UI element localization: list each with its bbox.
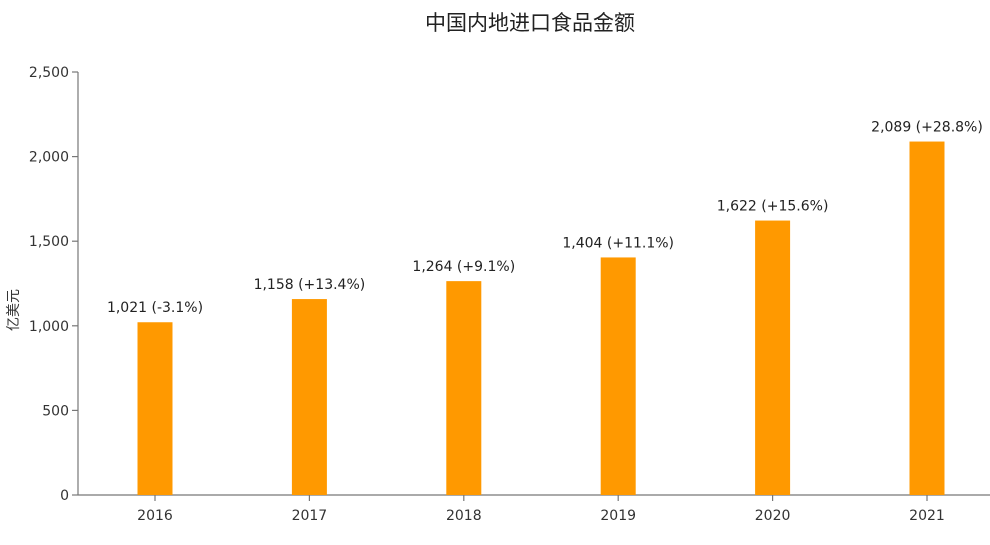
x-axis: 2016 2017 2018 2019 2020 2021: [78, 494, 990, 524]
bars-group: [137, 141, 945, 495]
data-label-2021: 2,089 (+28.8%): [871, 120, 983, 136]
bar-2017: [291, 299, 327, 495]
x-tick-label: 2016: [137, 508, 173, 524]
y-tick-label: 0: [60, 488, 69, 504]
x-tick-label: 2017: [292, 508, 328, 524]
x-tick-label: 2020: [755, 508, 791, 524]
y-tick-label: 500: [42, 403, 69, 419]
data-label-2016: 1,021 (-3.1%): [107, 300, 203, 316]
y-tick-label: 1,000: [29, 319, 69, 335]
data-label-2020: 1,622 (+15.6%): [717, 199, 829, 215]
data-label-2019: 1,404 (+11.1%): [562, 235, 674, 251]
data-label-2018: 1,264 (+9.1%): [412, 259, 515, 275]
y-tick-label: 2,500: [29, 65, 69, 81]
data-labels-group: 1,021 (-3.1%) 1,158 (+13.4%) 1,264 (+9.1%)…: [107, 120, 983, 317]
y-axis: 0 500 1,000 1,500 2,000 2,500: [29, 65, 79, 504]
data-label-2017: 1,158 (+13.4%): [254, 277, 366, 293]
bar-2018: [446, 281, 482, 495]
chart-title: 中国内地进口食品金额: [425, 11, 635, 35]
y-tick-label: 2,000: [29, 150, 69, 166]
bar-2016: [137, 322, 173, 495]
bar-2020: [755, 220, 791, 495]
x-tick-label: 2018: [446, 508, 482, 524]
y-tick-label: 1,500: [29, 234, 69, 250]
bar-2021: [909, 141, 945, 495]
bar-2019: [600, 257, 636, 495]
x-tick-label: 2021: [909, 508, 945, 524]
x-tick-label: 2019: [600, 508, 636, 524]
y-axis-label: 亿美元: [6, 289, 22, 331]
